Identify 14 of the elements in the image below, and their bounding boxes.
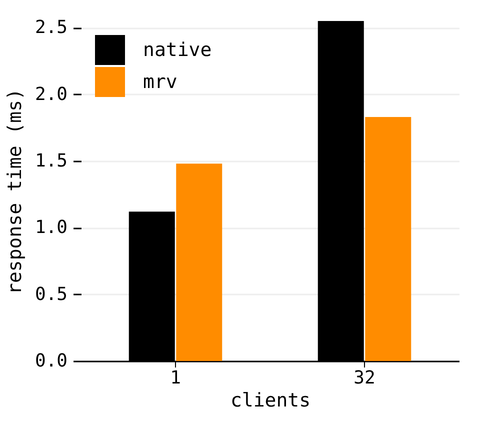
legend-label: mrv xyxy=(143,71,178,93)
y-axis-title: response time (ms) xyxy=(4,88,26,294)
y-tick-label: 0.5 xyxy=(34,284,68,305)
y-tick-label: 1.0 xyxy=(34,217,68,238)
y-tick-label: 2.5 xyxy=(34,17,68,38)
y-tick-label: 0.0 xyxy=(34,350,68,372)
legend-label: native xyxy=(143,39,212,61)
bar xyxy=(176,164,222,361)
y-tick-label: 1.5 xyxy=(34,150,68,172)
x-tick-label: 1 xyxy=(170,368,181,388)
y-tick-label: 2.0 xyxy=(34,84,68,105)
x-axis-title: clients xyxy=(230,390,311,412)
x-tick-label: 32 xyxy=(354,368,376,388)
bar xyxy=(365,117,412,361)
